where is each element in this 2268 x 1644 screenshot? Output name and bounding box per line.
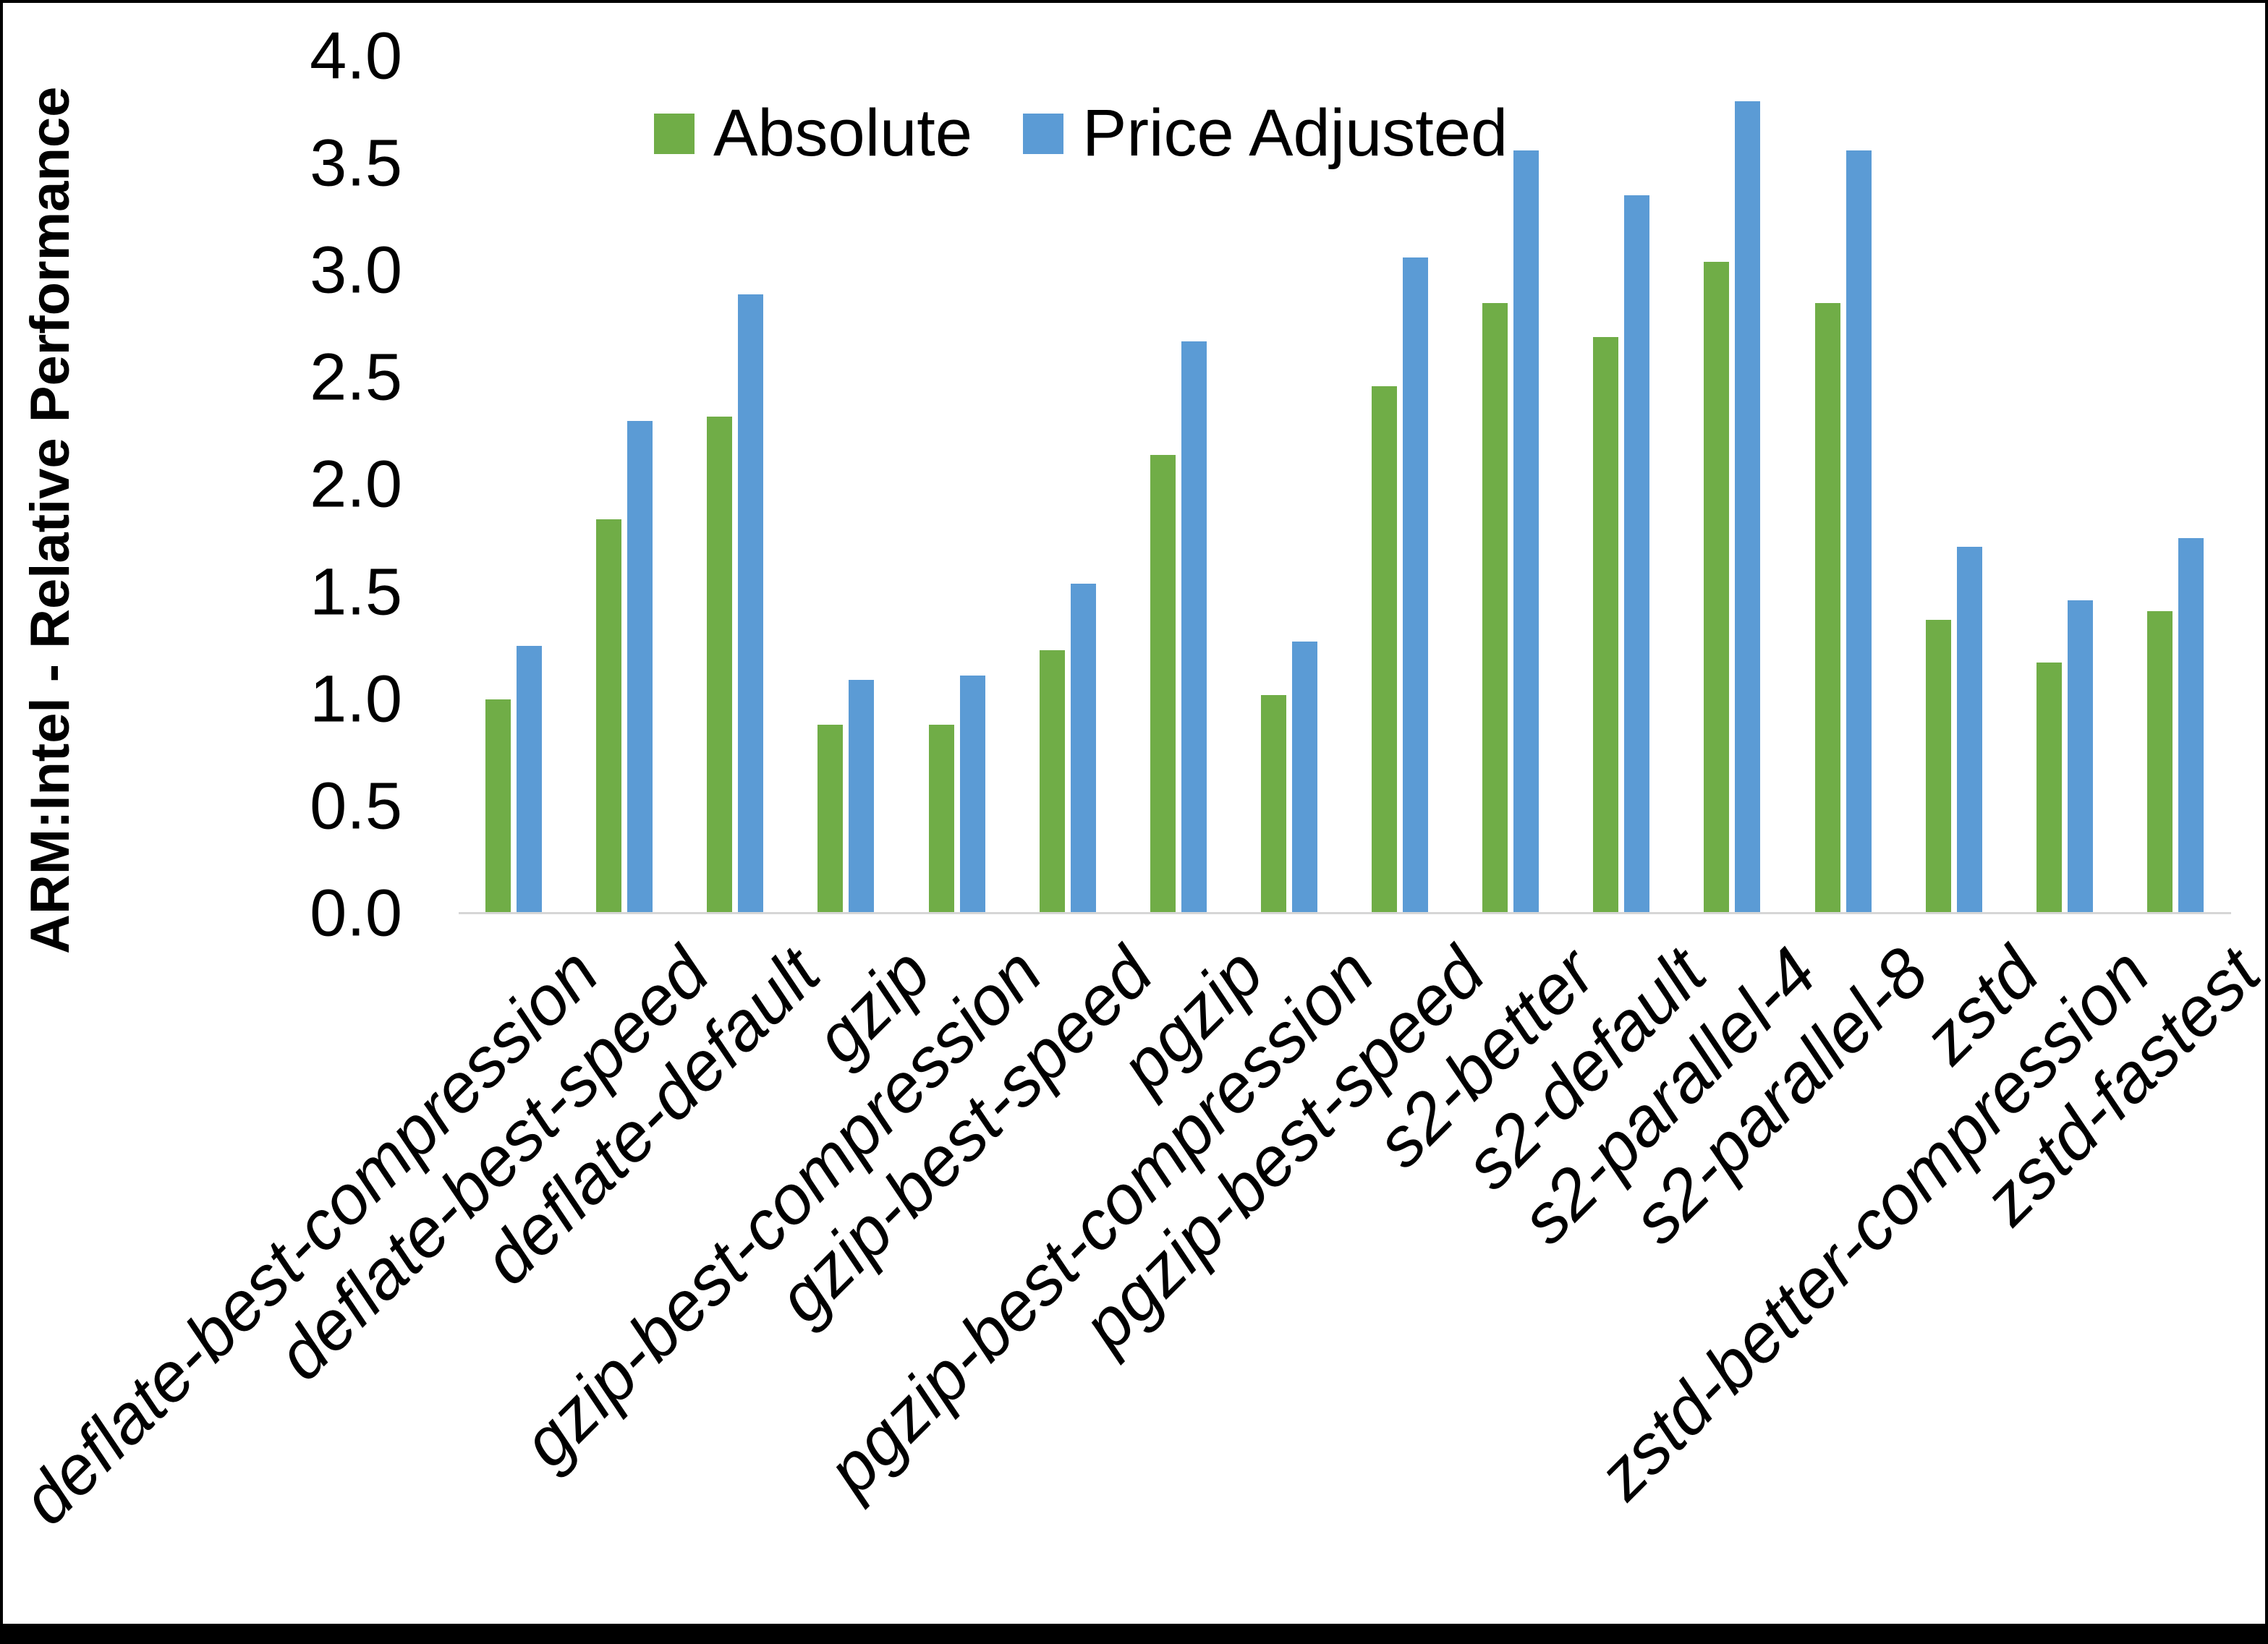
bar-absolute (1704, 262, 1730, 913)
bar-price-adjusted (738, 294, 764, 913)
bar-absolute (707, 416, 733, 913)
bar-absolute (1814, 302, 1840, 913)
y-axis-title: ARM:Intel - Relative Performance (20, 86, 81, 954)
legend-swatch-price-adjusted (1023, 113, 1064, 154)
bar-absolute (2036, 663, 2062, 913)
legend: Absolute Price Adjusted (654, 95, 1508, 171)
bar-absolute (1925, 620, 1951, 913)
bar-price-adjusted (1735, 101, 1761, 913)
bar-absolute (1482, 302, 1508, 913)
x-axis-line (459, 912, 2231, 914)
y-tick-label: 0.5 (310, 769, 402, 843)
bar-price-adjusted (627, 420, 653, 913)
bar-price-adjusted (2067, 600, 2093, 913)
y-tick-label: 0.0 (310, 876, 402, 950)
bar-price-adjusted (1846, 150, 1872, 913)
bar-price-adjusted (1513, 150, 1539, 913)
bar-price-adjusted (1624, 195, 1650, 913)
y-tick-label: 1.0 (310, 662, 402, 736)
bar-absolute (817, 725, 844, 913)
bar-absolute (485, 699, 511, 913)
bar-absolute (2146, 611, 2173, 913)
y-tick-label: 3.5 (310, 126, 402, 200)
bar-absolute (596, 519, 622, 913)
bar-absolute (1039, 649, 1065, 913)
bar-price-adjusted (517, 645, 542, 913)
bottom-border-bar (3, 1624, 2265, 1641)
bar-price-adjusted (1070, 583, 1096, 913)
bar-absolute (1593, 336, 1619, 913)
legend-swatch-absolute (654, 113, 695, 154)
y-tick-label: 2.0 (310, 447, 402, 521)
legend-label-price-adjusted: Price Adjusted (1082, 96, 1508, 170)
bar-absolute (928, 725, 954, 913)
bar-price-adjusted (1181, 341, 1207, 913)
y-tick-label: 3.0 (310, 233, 402, 307)
bar-price-adjusted (1403, 257, 1429, 913)
y-tick-label: 4.0 (310, 19, 402, 93)
bar-absolute (1150, 454, 1176, 913)
legend-item-price-adjusted: Price Adjusted (1023, 95, 1508, 171)
bar-price-adjusted (959, 676, 985, 913)
y-tick-label: 1.5 (310, 555, 402, 629)
bar-absolute (1372, 386, 1398, 913)
bar-price-adjusted (2178, 538, 2204, 913)
bar-price-adjusted (1291, 641, 1317, 913)
bar-absolute (1260, 694, 1286, 913)
legend-label-absolute: Absolute (713, 96, 973, 170)
y-tick-label: 2.5 (310, 340, 402, 414)
legend-item-absolute: Absolute (654, 95, 972, 171)
bar-price-adjusted (849, 680, 875, 913)
bar-price-adjusted (1956, 547, 1982, 913)
